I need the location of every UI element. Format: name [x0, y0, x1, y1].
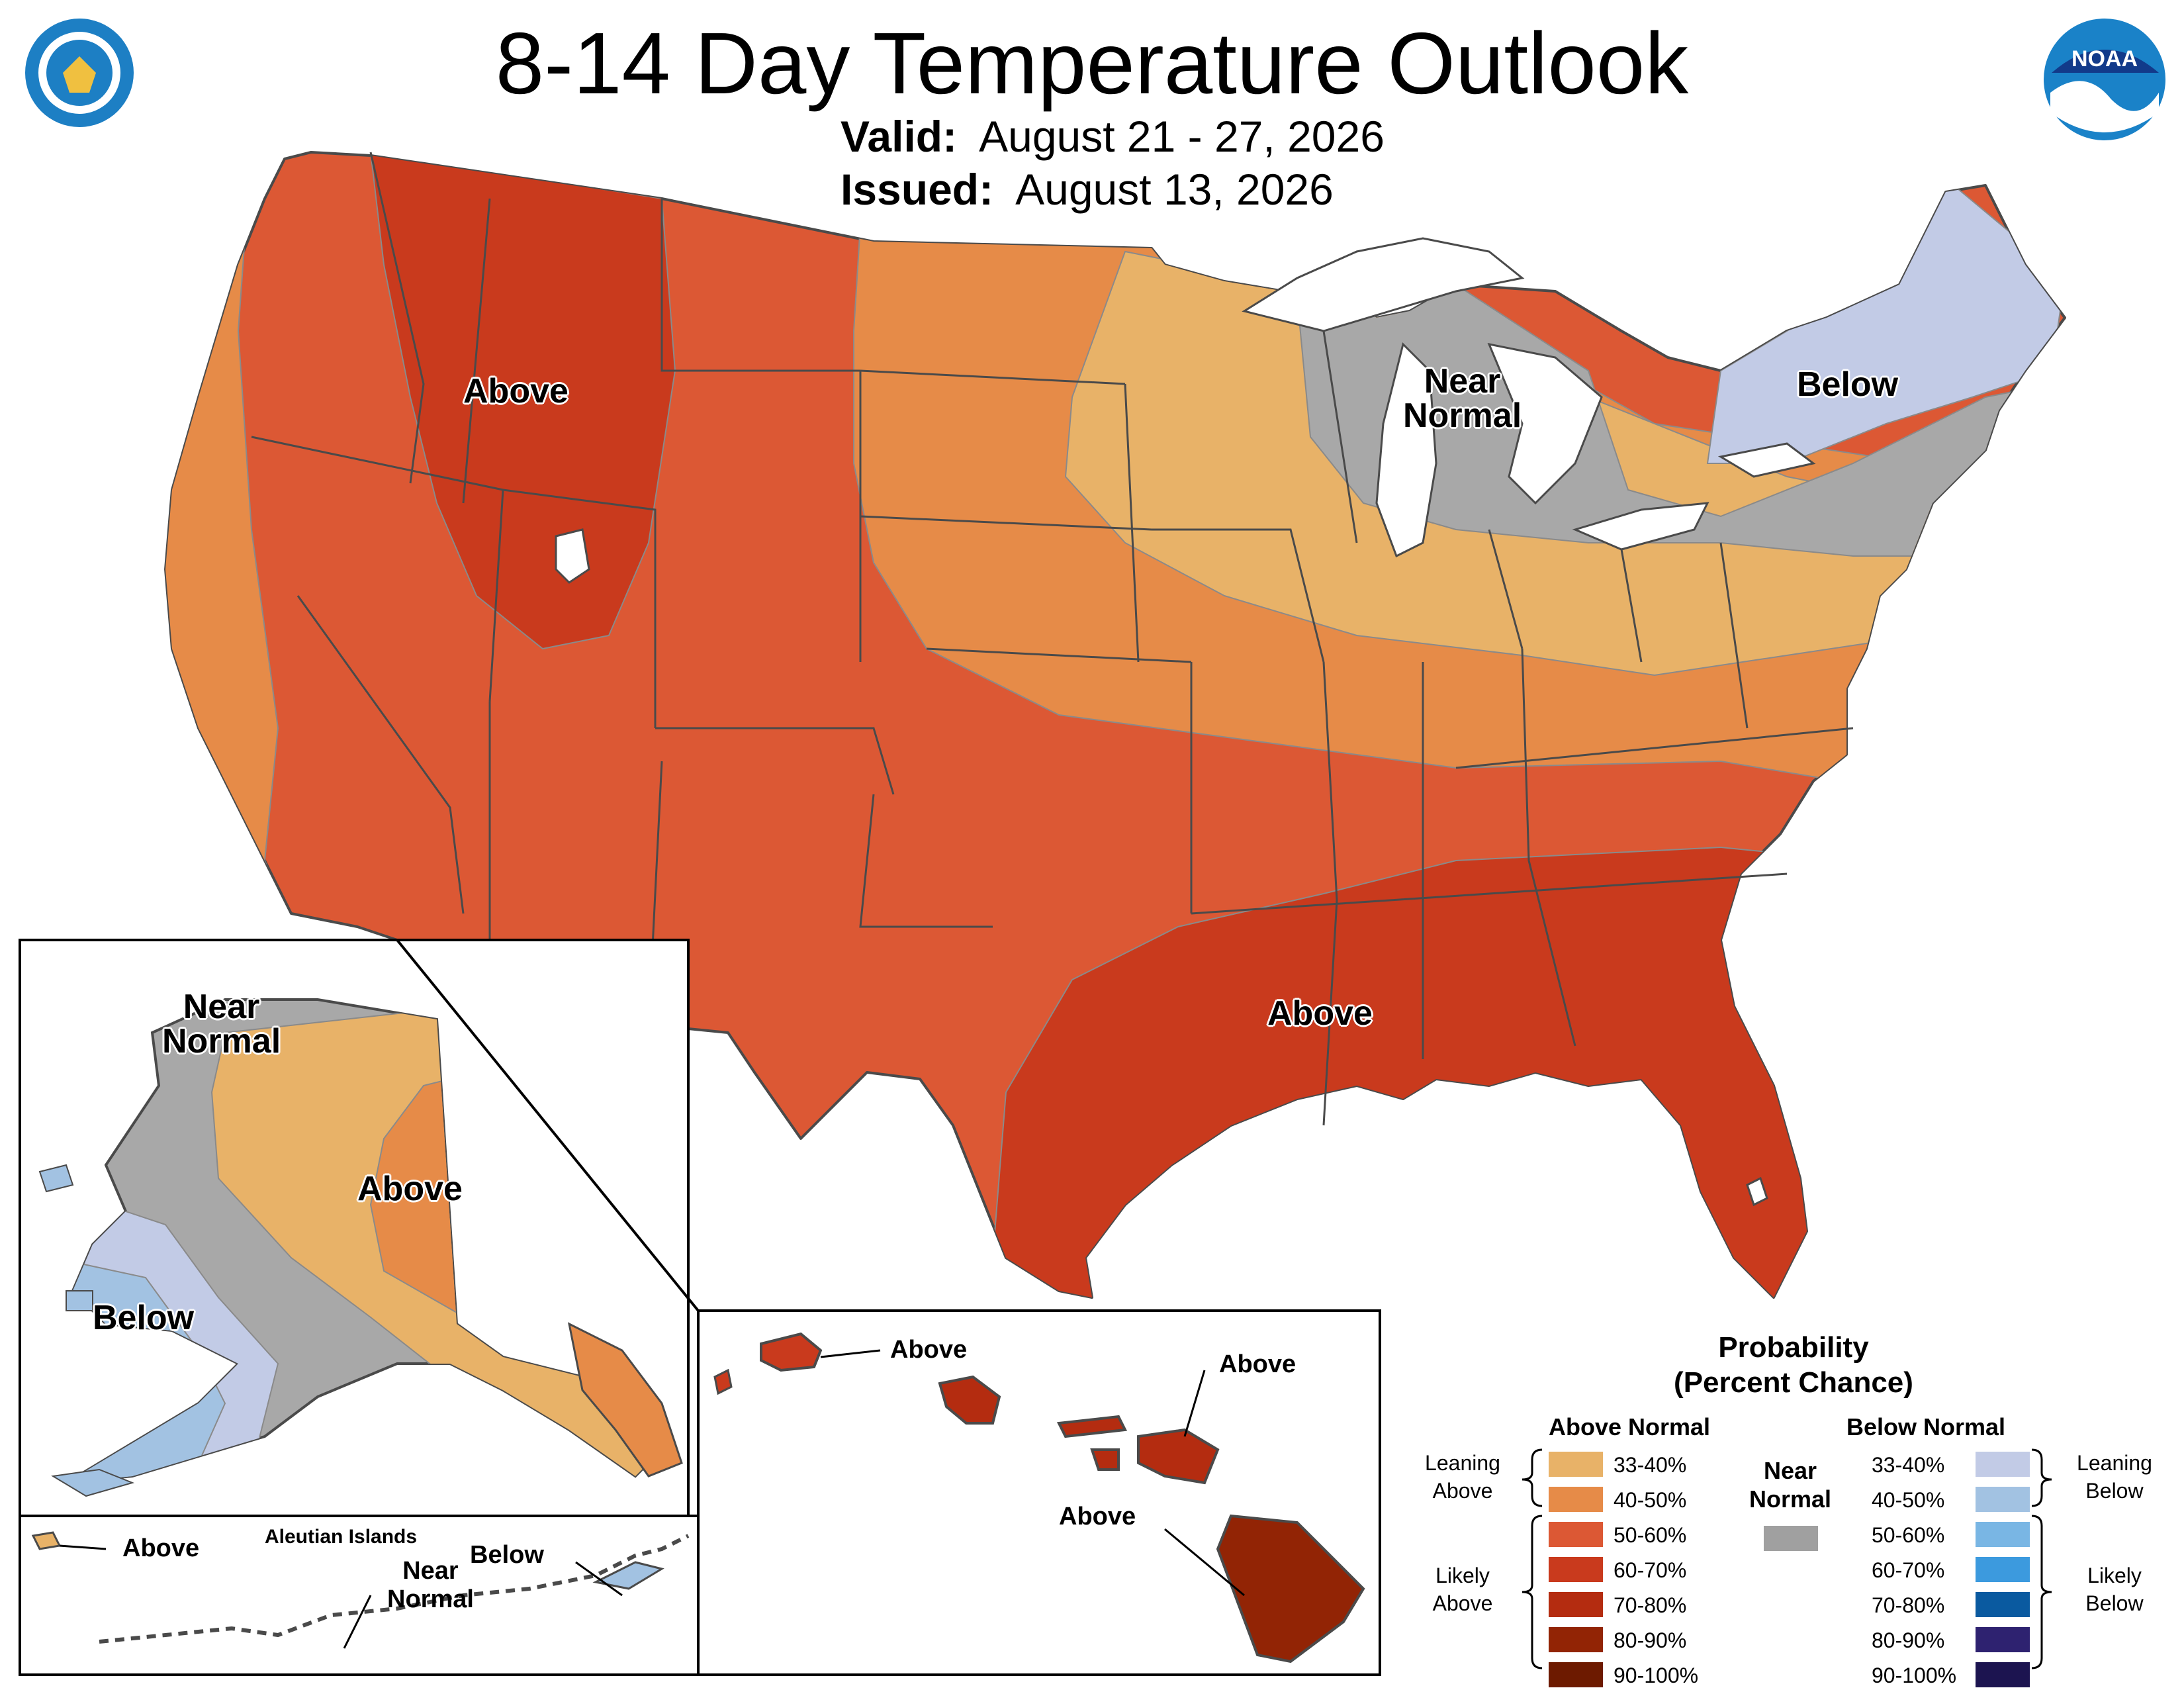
label-hawaii-maui-above: Above — [1219, 1350, 1297, 1378]
label-conus-northeast-below: Below — [1797, 365, 1899, 404]
below-swatch-3 — [1976, 1557, 2030, 1582]
below-bin-label-0: 33-40% — [1872, 1453, 1945, 1477]
legend-title: Probability (Percent Chance) — [1674, 1331, 1913, 1399]
alaska-islands — [38, 1164, 135, 1497]
below-swatch-6 — [1976, 1662, 2030, 1687]
below-bin-label-5: 80-90% — [1872, 1628, 1945, 1652]
legend-near-normal-label: Near Normal — [1749, 1457, 1832, 1513]
valid-line: Valid: August 21 - 27, 2026 — [841, 111, 1385, 162]
noaa-logo-text: NOAA — [2071, 46, 2138, 71]
molokai — [1056, 1415, 1128, 1438]
niihau — [713, 1368, 733, 1395]
label-aleutian-near-normal: Near Normal — [387, 1557, 474, 1613]
region-rockies-60-70 — [369, 152, 676, 650]
below-swatch-4 — [1976, 1592, 2030, 1617]
above-swatch-3 — [1549, 1557, 1603, 1582]
issued-label: Issued: — [841, 165, 994, 214]
lanai — [1090, 1448, 1120, 1471]
above-bin-label-2: 50-60% — [1614, 1523, 1687, 1547]
great-salt-lake — [555, 528, 590, 584]
label-hawaii-kauai-above: Above — [890, 1336, 968, 1364]
noaa-logo-icon: NOAA — [2044, 19, 2165, 140]
lake-ontario — [1717, 442, 1816, 478]
legend-above-header: Above Normal — [1549, 1413, 1711, 1440]
below-bin-label-2: 50-60% — [1872, 1523, 1945, 1547]
above-bin-label-5: 80-90% — [1614, 1628, 1687, 1652]
great-lakes — [555, 237, 1816, 1207]
above-bin-label-4: 70-80% — [1614, 1593, 1687, 1617]
above-swatch-0 — [1549, 1452, 1603, 1477]
below-bin-label-1: 40-50% — [1872, 1488, 1945, 1512]
alaska-inset — [19, 939, 703, 1676]
lake-superior — [1242, 237, 1525, 332]
legend-likely-above: Likely Above — [1432, 1564, 1493, 1615]
label-hawaii-big-island-above: Above — [1059, 1503, 1136, 1530]
below-swatch-0 — [1976, 1452, 2030, 1477]
legend-likely-below: Likely Below — [2085, 1564, 2144, 1615]
aleutian-chain — [99, 1534, 690, 1644]
below-swatch-5 — [1976, 1627, 2030, 1652]
above-swatch-6 — [1549, 1662, 1603, 1687]
issued-value: August 13, 2026 — [1015, 165, 1334, 214]
aleutian-east-islands — [592, 1561, 664, 1590]
region-below-33-40 — [1706, 177, 2065, 464]
above-bin-label-0: 33-40% — [1614, 1453, 1687, 1477]
above-bin-label-1: 40-50% — [1614, 1488, 1687, 1512]
maui — [1137, 1428, 1220, 1485]
hawaii-inset — [697, 1309, 1381, 1676]
legend-brackets — [1522, 1448, 2052, 1669]
big-island — [1216, 1514, 1365, 1664]
below-swatch-1 — [1976, 1487, 2030, 1512]
department-of-commerce-seal-icon — [25, 19, 134, 127]
alaska-inset-pointer — [396, 939, 700, 1312]
label-alaska-near-normal: Near Normal — [162, 988, 281, 1060]
below-bin-label-4: 70-80% — [1872, 1593, 1945, 1617]
kauai — [760, 1332, 823, 1372]
label-aleutian-above: Above — [122, 1534, 200, 1562]
legend-leaning-above: Leaning Above — [1425, 1451, 1500, 1503]
label-alaska-below: Below — [93, 1299, 195, 1337]
above-swatch-2 — [1549, 1522, 1603, 1547]
label-conus-near-normal: Near Normal — [1403, 362, 1522, 435]
above-swatch-4 — [1549, 1592, 1603, 1617]
lake-michigan — [1375, 342, 1437, 558]
label-aleutian-below: Below — [470, 1541, 544, 1569]
above-swatch-5 — [1549, 1627, 1603, 1652]
label-conus-southeast-above: Above — [1267, 994, 1373, 1033]
label-alaska-above: Above — [357, 1170, 463, 1208]
valid-label: Valid: — [841, 112, 958, 161]
valid-value: August 21 - 27, 2026 — [979, 112, 1385, 161]
lake-huron — [1487, 342, 1603, 505]
state-boundaries — [251, 152, 1854, 1126]
legend-leaning-below: Leaning Below — [2077, 1451, 2152, 1503]
above-bin-label-3: 60-70% — [1614, 1558, 1687, 1582]
oahu — [938, 1375, 1001, 1425]
lake-erie — [1572, 502, 1709, 551]
lake-okeechobee — [1746, 1176, 1768, 1207]
below-swatch-2 — [1976, 1522, 2030, 1547]
page-title: 8-14 Day Temperature Outlook — [495, 15, 1689, 112]
label-conus-west-above: Above — [463, 372, 569, 410]
legend-near-normal-swatch — [1764, 1526, 1818, 1551]
aleutian-inset-frame — [19, 1515, 703, 1676]
below-bin-label-3: 60-70% — [1872, 1558, 1945, 1582]
above-swatch-1 — [1549, 1487, 1603, 1512]
above-bin-label-6: 90-100% — [1614, 1664, 1699, 1687]
alaska-panhandle — [567, 1322, 683, 1477]
label-aleutian-title: Aleutian Islands — [265, 1526, 418, 1548]
issued-line: Issued: August 13, 2026 — [841, 164, 1334, 214]
below-bin-label-6: 90-100% — [1872, 1664, 1957, 1687]
legend-below-header: Below Normal — [1846, 1413, 2006, 1440]
